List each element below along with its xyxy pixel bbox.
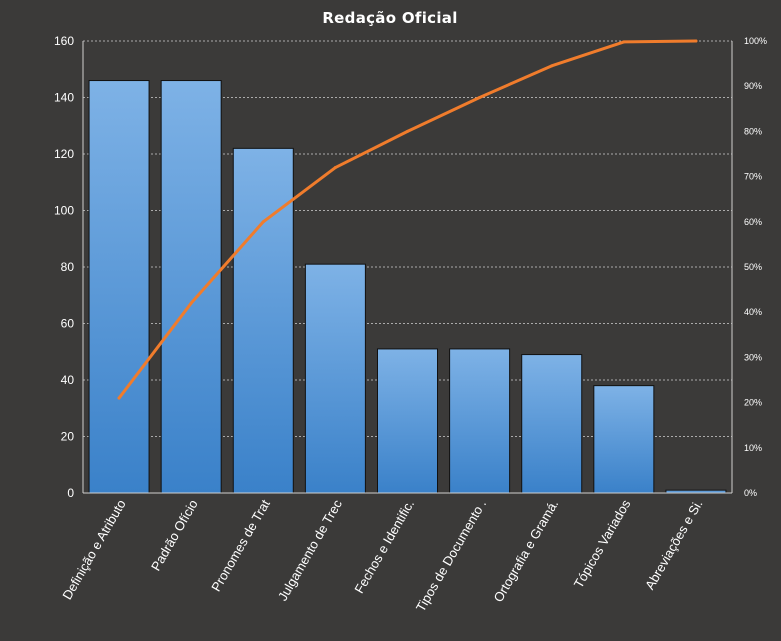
bar (377, 348, 438, 494)
bar (304, 263, 366, 494)
y-left-tick-label: 80 (61, 260, 75, 274)
y-left-tick-label: 20 (61, 430, 75, 444)
x-tick-label: Abreviações e Si. (642, 497, 706, 592)
y-left-tick-label: 100 (54, 204, 74, 218)
line-point (478, 96, 482, 99)
chart-title: Redação Oficial (322, 9, 457, 27)
y-left-tick-label: 40 (61, 373, 75, 387)
y-left-tick-label: 120 (54, 147, 74, 161)
line-point (333, 166, 337, 170)
bar (593, 385, 655, 494)
line-point (261, 220, 265, 224)
y-right-tick-label: 0% (744, 488, 757, 498)
line-point (117, 396, 121, 400)
x-tick-label: Julgamento de Trec (275, 497, 345, 604)
x-tick-label: Ortografia e Gramá. (491, 497, 562, 605)
line-point (406, 129, 409, 133)
y-left-tick-label: 0 (67, 486, 74, 500)
y-right-tick-label: 10% (744, 443, 762, 453)
bar (232, 147, 294, 494)
y-right-tick-label: 80% (744, 126, 762, 136)
bar-series (88, 80, 727, 494)
line-point (550, 64, 554, 68)
x-tick-label: Fechos e Identific. (351, 497, 417, 596)
line-point (189, 301, 193, 305)
y-left-tick-label: 60 (61, 317, 75, 331)
x-tick-label: Padrão Ofício (148, 497, 201, 573)
bar (160, 80, 222, 494)
y-right-tick-label: 30% (744, 352, 762, 362)
y-right-tick-label: 70% (744, 172, 762, 182)
x-tick-label: Tipos de Documento . (413, 497, 489, 614)
y-right-tick-label: 50% (744, 262, 762, 272)
x-tick-label: Tópicos Variados (571, 497, 634, 591)
x-tick-label: Definição e Atributo (59, 497, 128, 602)
bar (88, 80, 150, 494)
bar (521, 354, 583, 494)
line-point (694, 39, 698, 43)
x-tick-label: Pronomes de Trat (208, 497, 273, 594)
y-right-tick-label: 40% (744, 307, 762, 317)
cumulative-line-series (117, 39, 698, 400)
y-left-tick-label: 160 (54, 34, 74, 48)
y-right-tick-label: 60% (744, 217, 762, 227)
y-right-tick-label: 20% (744, 398, 762, 408)
line-point (622, 40, 626, 44)
y-left-tick-label: 140 (54, 91, 74, 105)
y-right-tick-label: 90% (744, 81, 762, 91)
bar (449, 348, 511, 494)
y-right-tick-label: 100% (744, 36, 767, 46)
